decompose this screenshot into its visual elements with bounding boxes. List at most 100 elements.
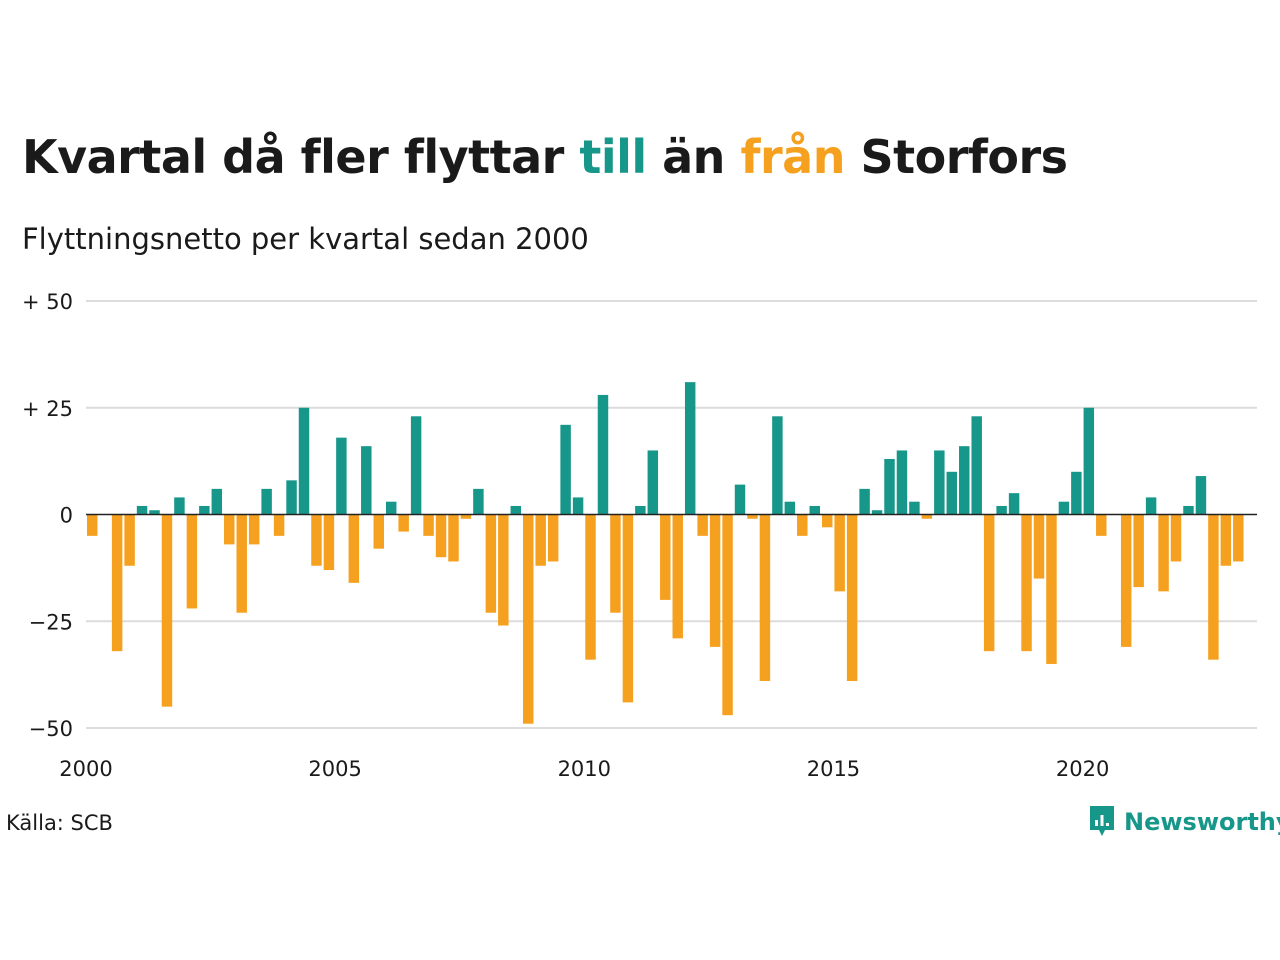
bar (199, 505, 210, 515)
bar (286, 480, 297, 515)
brand-name: Newsworthy (1124, 808, 1280, 836)
x-tick-label: 2015 (807, 757, 860, 781)
bar (709, 514, 721, 647)
y-tick-label: + 50 (22, 290, 73, 314)
y-tick-label: −25 (29, 610, 73, 634)
chart-subtitle: Flyttningsnetto per kvartal sedan 2000 (22, 222, 589, 256)
bar (348, 514, 360, 583)
x-tick-label: 2000 (59, 757, 112, 781)
bar (1233, 514, 1244, 562)
title-part-2: än (646, 130, 741, 184)
bar (1083, 407, 1095, 515)
bar (697, 514, 708, 536)
bar (361, 446, 372, 515)
title-highlight-out: från (740, 130, 845, 184)
bar (311, 514, 322, 566)
bar (884, 458, 895, 515)
source-note: Källa: SCB (6, 811, 113, 835)
title-part-1: Kvartal då fler flyttar (22, 130, 580, 184)
x-tick-label: 2005 (308, 757, 361, 781)
bar (523, 514, 534, 724)
y-tick-label: + 25 (22, 397, 73, 421)
bar (323, 514, 335, 571)
bar (560, 424, 571, 515)
bar (398, 514, 409, 532)
bar (946, 471, 958, 515)
bar (186, 514, 198, 609)
bar (959, 446, 970, 515)
bar (510, 505, 522, 515)
bar (734, 484, 746, 515)
chart-title: Kvartal då fler flyttar till än från Sto… (22, 130, 1068, 184)
bar (498, 514, 509, 626)
bar (435, 514, 447, 558)
bar (896, 450, 908, 515)
bar (921, 514, 933, 519)
bar (821, 514, 833, 528)
bar (136, 505, 148, 515)
bar (572, 497, 584, 515)
bar (983, 514, 995, 652)
bar (211, 488, 223, 515)
newsworthy-logo-icon (1090, 806, 1114, 836)
bar (1008, 493, 1020, 515)
bar (1046, 514, 1057, 664)
title-highlight-in: till (579, 130, 647, 184)
bar (1170, 514, 1182, 562)
bar (610, 514, 621, 613)
bar (846, 514, 858, 682)
bar (385, 501, 397, 515)
bar (1058, 501, 1070, 515)
bar (622, 514, 634, 703)
bar (547, 514, 559, 562)
bar (423, 514, 434, 536)
bar (174, 497, 185, 515)
brand-logo: Newsworthy (1088, 804, 1280, 840)
bar (485, 514, 497, 613)
bar (1145, 497, 1157, 515)
bar (448, 514, 459, 562)
bar (672, 514, 683, 639)
title-part-3: Storfors (844, 130, 1068, 184)
bar (1195, 476, 1207, 515)
bar (87, 514, 98, 536)
bar (871, 510, 883, 515)
bar (161, 514, 173, 707)
bar (759, 514, 771, 682)
bar (124, 514, 135, 566)
bar (248, 514, 260, 545)
bar (1071, 471, 1082, 515)
bar (784, 501, 796, 515)
bar (1120, 514, 1132, 647)
bar (772, 416, 783, 515)
bar (1021, 514, 1032, 652)
bar (859, 488, 870, 515)
bar (971, 416, 982, 515)
bar (809, 505, 820, 515)
bar (1133, 514, 1144, 588)
bar (336, 437, 347, 515)
bar (585, 514, 596, 660)
bar (660, 514, 671, 600)
y-tick-label: −50 (29, 717, 73, 741)
bar (535, 514, 546, 566)
bar (597, 394, 609, 515)
bar (722, 514, 733, 716)
bar (473, 488, 484, 515)
bar (149, 510, 160, 515)
bar (224, 514, 235, 545)
bar (647, 450, 659, 515)
bar (1183, 505, 1194, 515)
bar (635, 505, 646, 515)
bar (909, 501, 920, 515)
bar (934, 450, 945, 515)
y-tick-label: 0 (60, 504, 73, 528)
bar (410, 416, 422, 515)
bar (261, 488, 272, 515)
bar (797, 514, 808, 536)
bar (1158, 514, 1169, 592)
bar (684, 382, 696, 515)
bar (236, 514, 247, 613)
bar (1033, 514, 1045, 579)
bar (747, 514, 758, 519)
